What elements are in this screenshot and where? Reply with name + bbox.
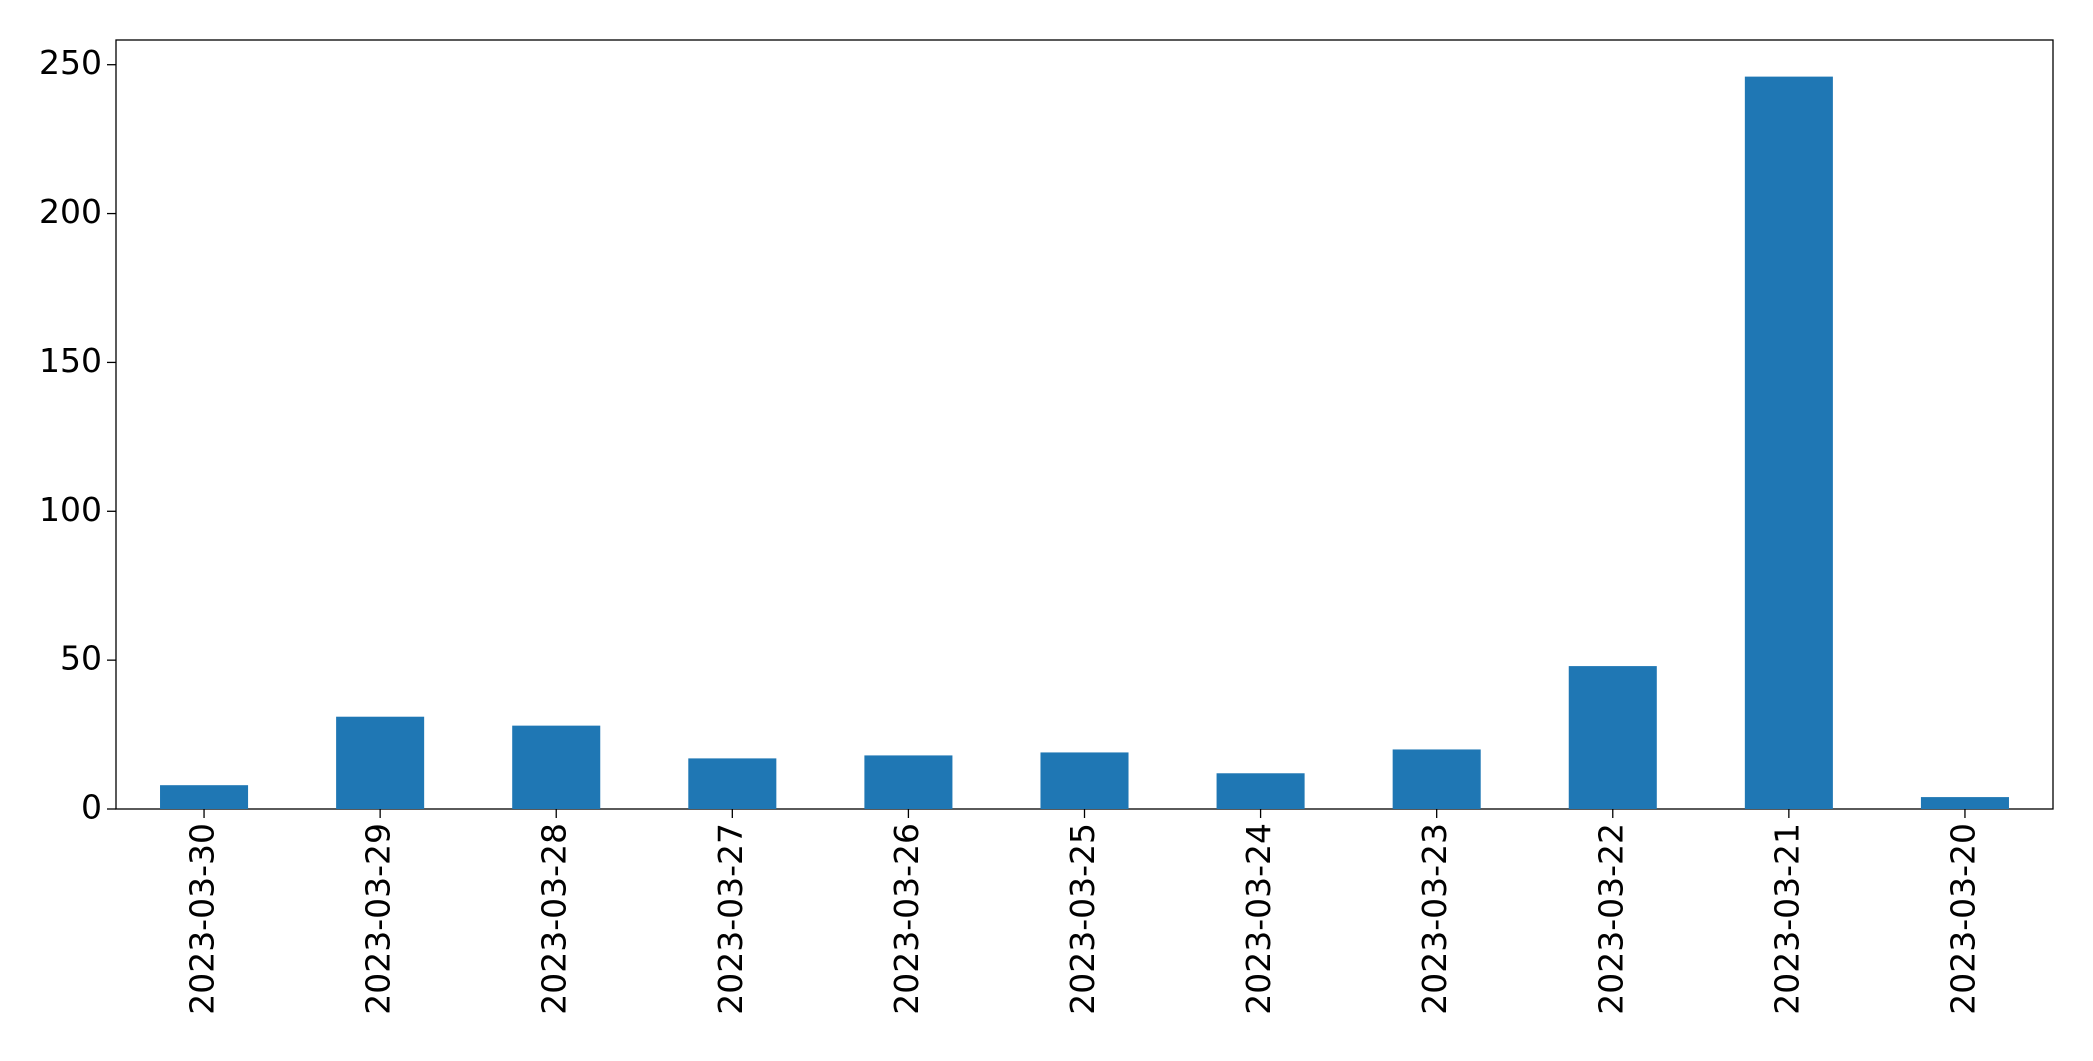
y-tick-label: 200: [39, 192, 102, 231]
bar: [688, 758, 777, 809]
bar: [1392, 749, 1481, 809]
x-tick-label: 2023-03-25: [1063, 823, 1102, 1015]
bar: [512, 725, 601, 809]
x-tick-label: 2023-03-23: [1415, 823, 1454, 1015]
bar: [1040, 752, 1129, 809]
x-tick-label: 2023-03-28: [535, 823, 574, 1015]
x-tick-label: 2023-03-20: [1943, 823, 1982, 1015]
bar: [1216, 773, 1305, 809]
x-tick-label: 2023-03-21: [1767, 823, 1806, 1015]
y-tick-label: 50: [60, 639, 102, 678]
bar: [1568, 666, 1657, 809]
bar: [336, 716, 425, 809]
y-tick-label: 0: [81, 788, 102, 827]
x-tick-label: 2023-03-24: [1239, 823, 1278, 1015]
y-tick-label: 150: [39, 341, 102, 380]
bar: [1920, 797, 2009, 809]
bar: [864, 755, 953, 809]
bar: [1744, 76, 1833, 810]
x-tick-label: 2023-03-29: [359, 823, 398, 1015]
x-tick-label: 2023-03-27: [711, 823, 750, 1015]
y-tick-label: 250: [39, 43, 102, 82]
y-tick-label: 100: [39, 490, 102, 529]
bar: [160, 785, 249, 809]
x-tick-label: 2023-03-26: [887, 823, 926, 1015]
x-tick-label: 2023-03-30: [183, 823, 222, 1015]
x-tick-label: 2023-03-22: [1591, 823, 1630, 1015]
